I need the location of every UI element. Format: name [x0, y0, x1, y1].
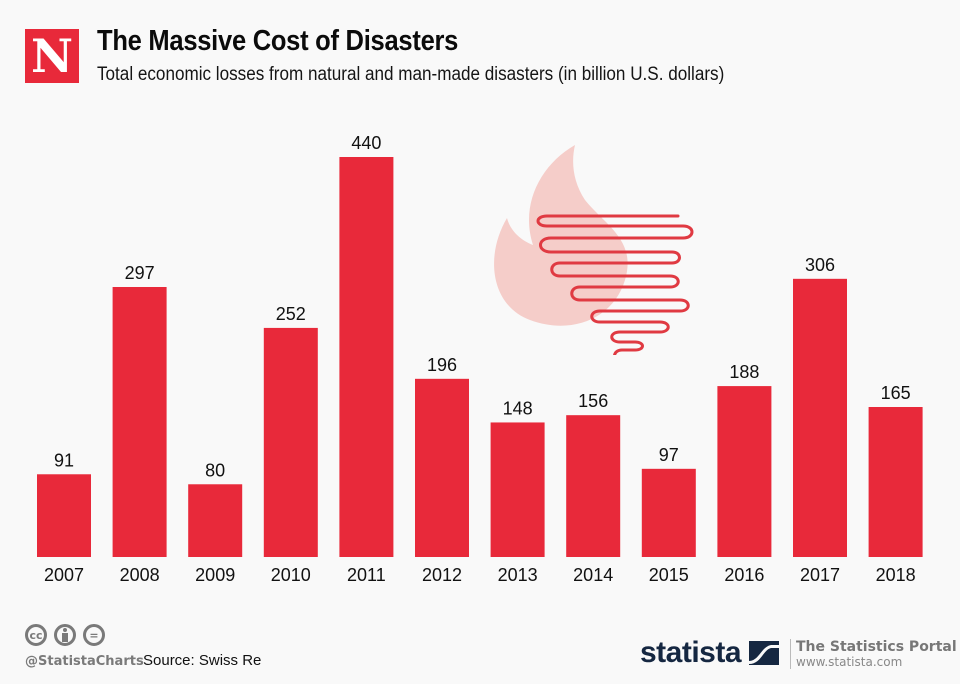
- x-tick-label-2011: 2011: [347, 565, 386, 585]
- x-tick-label-2015: 2015: [649, 565, 689, 585]
- attribution-icon: [54, 624, 76, 646]
- bar-2017: [793, 278, 847, 557]
- x-tick-label-2016: 2016: [724, 565, 764, 585]
- x-tick-label-2017: 2017: [800, 565, 840, 585]
- data-label-2013: 148: [503, 398, 533, 418]
- bar-2013: [490, 422, 545, 557]
- x-tick-label-2007: 2007: [44, 565, 84, 585]
- portal-title: The Statistics Portal: [796, 639, 957, 655]
- x-tick-label-2012: 2012: [422, 565, 462, 585]
- bar-2016: [717, 386, 772, 557]
- data-label-2018: 165: [881, 383, 911, 403]
- statista-portal: The Statistics Portal www.statista.com: [790, 639, 957, 669]
- data-label-2007: 91: [54, 450, 74, 470]
- statista-handle: @StatistaCharts: [25, 654, 144, 669]
- statista-wordmark: statista: [640, 636, 742, 669]
- chart-title: The Massive Cost of Disasters: [97, 25, 459, 57]
- data-label-2011: 440: [351, 133, 381, 153]
- data-label-2014: 156: [578, 391, 608, 411]
- data-label-2012: 196: [427, 355, 457, 375]
- newsweek-logo: N: [25, 29, 79, 83]
- bar-2008: [112, 287, 167, 557]
- x-tick-label-2008: 2008: [120, 565, 160, 585]
- data-label-2009: 80: [205, 460, 225, 480]
- portal-url[interactable]: www.statista.com: [796, 655, 903, 669]
- bar-2012: [415, 378, 469, 557]
- bar-2018: [868, 407, 923, 557]
- fire-icon: [494, 145, 628, 326]
- x-tick-label-2009: 2009: [195, 565, 235, 585]
- bar-2010: [263, 327, 318, 557]
- chart-subtitle: Total economic losses from natural and m…: [97, 64, 725, 85]
- data-label-2016: 188: [729, 362, 759, 382]
- statista-logo-icon: [749, 641, 780, 665]
- cc-icon: cc: [25, 624, 47, 646]
- data-label-2017: 306: [805, 255, 835, 275]
- statista-logo: statista: [640, 636, 780, 670]
- no-derivatives-icon: =: [83, 624, 105, 646]
- bar-2007: [37, 474, 91, 557]
- x-tick-label-2018: 2018: [876, 565, 916, 585]
- tornado-icon: [536, 214, 694, 355]
- source-label: Source: Swiss Re: [143, 652, 262, 669]
- bar-2015: [641, 468, 696, 557]
- license-icons: cc =: [25, 624, 105, 646]
- logo-letter: N: [30, 29, 74, 83]
- bar-2011: [339, 157, 394, 557]
- bar-2009: [188, 484, 243, 557]
- x-tick-label-2010: 2010: [271, 565, 311, 585]
- x-tick-label-2013: 2013: [498, 565, 538, 585]
- data-label-2010: 252: [276, 304, 306, 324]
- disaster-illustration: [494, 145, 694, 355]
- data-label-2015: 97: [659, 445, 679, 465]
- data-label-2008: 297: [125, 263, 155, 283]
- x-tick-label-2014: 2014: [573, 565, 613, 585]
- bar-2014: [566, 415, 621, 557]
- bar-chart: 91 2007 297 2008 80 2009 252 2010 440 2011 196 2012…: [37, 133, 923, 585]
